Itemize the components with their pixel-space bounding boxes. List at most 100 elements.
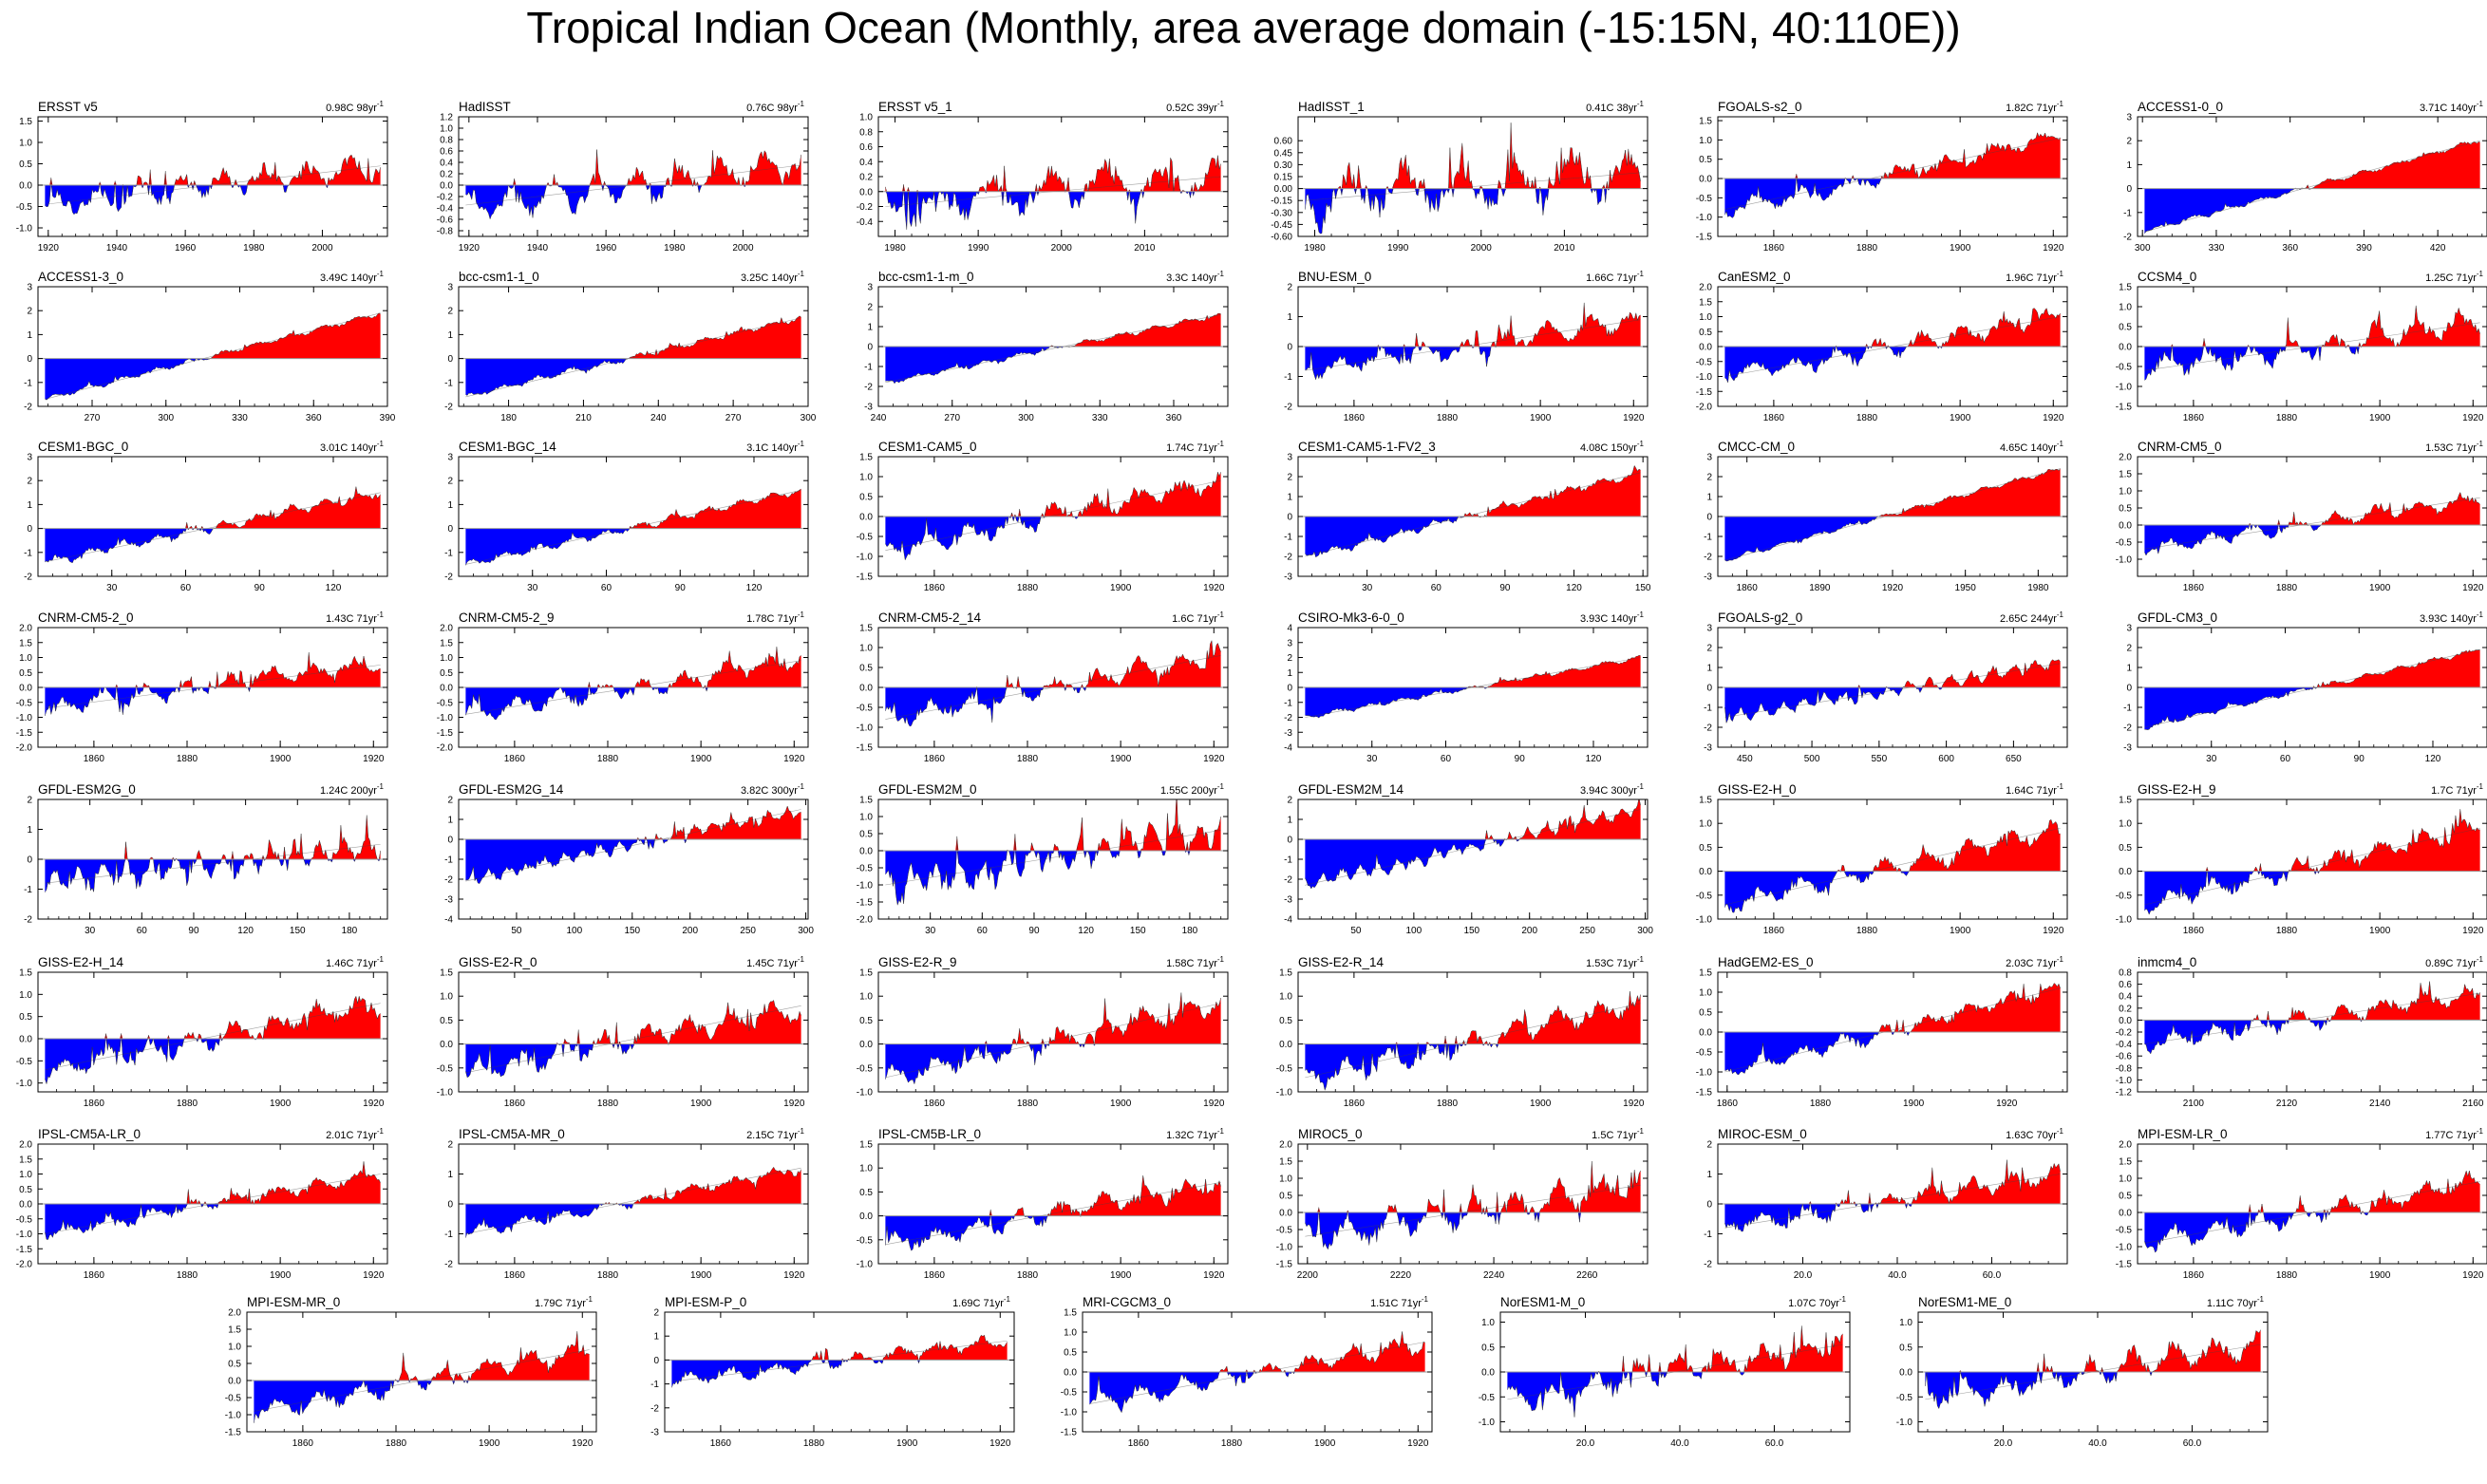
y-tick-label: -0.5 (1479, 1393, 1496, 1403)
x-tick-label: 1860 (292, 1438, 314, 1449)
y-tick-label: 1.0 (1279, 1174, 1292, 1185)
panel: CMCC-CM_0 4.65C 140yr-1 -3 -2 -1 0 1 2 3 1860 1890… (1704, 440, 2068, 593)
plot-frame (246, 1311, 597, 1433)
series-line (45, 154, 381, 216)
y-tick-label: 0.4 (440, 159, 453, 169)
y-tick-label: 2 (1287, 473, 1292, 483)
y-tick-label: -2 (1284, 713, 1292, 723)
panel-title: MRI-CGCM3_0 (1083, 1295, 1171, 1309)
y-tick-label: 0.0 (859, 1212, 873, 1222)
x-tick-label: 1900 (1110, 1099, 1132, 1109)
panel-title: GISS-E2-R_0 (459, 955, 537, 969)
series-line (1305, 655, 1641, 719)
y-tick-label: 1.0 (440, 124, 453, 135)
x-tick-label: 1900 (1110, 583, 1132, 593)
x-tick-label: 90 (675, 583, 687, 593)
negative-anomaly-area (45, 185, 381, 215)
panel-title: GFDL-CM3_0 (2138, 611, 2217, 625)
y-tick-label: 1.5 (1699, 796, 1712, 806)
y-tick-label: 2 (447, 1140, 453, 1151)
x-tick-label: 360 (2282, 243, 2298, 254)
trend-label: 1.51C 71yr-1 (1370, 1295, 1428, 1309)
panel-title: BNU-ESM_0 (1298, 270, 1371, 284)
x-tick-label: 90 (254, 583, 266, 593)
y-tick-label: -0.8 (2116, 1063, 2133, 1074)
negative-anomaly-area (2144, 871, 2480, 915)
series-line (1305, 464, 1641, 558)
y-tick-label: 1.0 (228, 1343, 241, 1353)
y-tick-label: -1.5 (225, 1428, 242, 1438)
plot-frame (1297, 1143, 1649, 1265)
series (45, 1161, 381, 1240)
x-tick-label: 1880 (803, 1438, 825, 1449)
x-tick-label: 300 (1637, 926, 1653, 936)
x-tick-label: 1900 (479, 1438, 500, 1449)
y-tick-label: -0.6 (2116, 1052, 2133, 1062)
trend-line (45, 492, 381, 563)
y-tick-label: 0.0 (1481, 1368, 1495, 1379)
trend-label: 2.01C 71yr-1 (326, 1127, 384, 1141)
y-tick-label: 2 (1706, 644, 1712, 654)
y-tick-label: 1.5 (19, 117, 32, 127)
y-tick-label: -1.0 (857, 881, 874, 892)
trend-label: 3.93C 140yr-1 (2420, 611, 2484, 625)
x-tick-label: 120 (326, 583, 342, 593)
x-tick-label: 1980 (884, 243, 906, 254)
x-tick-label: 1920 (1203, 1099, 1225, 1109)
series (1724, 983, 2061, 1076)
y-tick-label: -1.0 (2116, 555, 2133, 566)
y-tick-label: 0.6 (2119, 980, 2132, 990)
x-tick-label: 2010 (1554, 243, 1575, 254)
trend-line (465, 1005, 801, 1074)
y-tick-label: 2.0 (19, 624, 32, 634)
y-tick-label: 0.0 (2119, 1209, 2132, 1219)
y-tick-label: 3 (1706, 624, 1712, 634)
x-tick-label: 270 (85, 413, 101, 423)
negative-anomaly-area (1724, 871, 2061, 913)
y-tick-label: 0.00 (1274, 184, 1293, 195)
panel: MPI-ESM-LR_0 1.77C 71yr-1 -1.5 -1.0 -0.5 0.0 0… (2116, 1127, 2487, 1281)
y-tick-label: 0.5 (1279, 1192, 1292, 1202)
y-tick-label: -0.5 (1696, 194, 1713, 204)
y-tick-label: 1 (1287, 312, 1292, 323)
series-line (465, 647, 801, 721)
panel-title: IPSL-CM5B-LR_0 (878, 1127, 981, 1141)
x-tick-label: 30 (1366, 754, 1378, 764)
panel: GISS-E2-R_14 1.53C 71yr-1 -1.0 -0.5 0.0 0.5 1.… (1276, 955, 1649, 1109)
y-tick-label: -1.0 (1896, 1418, 1913, 1428)
panel-title: HadGEM2-ES_0 (1718, 955, 1814, 969)
y-tick-label: 0.0 (1279, 1209, 1292, 1219)
x-tick-label: 20.0 (1994, 1438, 2013, 1449)
y-tick-label: -1 (1284, 372, 1292, 383)
plot-frame (2137, 798, 2487, 920)
trend-label: 1.55C 200yr-1 (1160, 782, 1225, 797)
y-tick-label: -1 (444, 1230, 453, 1240)
y-tick-label: 1 (27, 330, 32, 341)
y-tick-label: -3 (1704, 573, 1712, 583)
negative-anomaly-area (45, 528, 381, 563)
y-tick-label: -2 (24, 403, 32, 413)
x-tick-label: 1860 (1737, 583, 1759, 593)
y-tick-label: 1.0 (1279, 992, 1292, 1003)
panel-title: CNRM-CM5-2_14 (878, 611, 982, 625)
y-tick-label: 1.0 (859, 644, 873, 654)
positive-anomaly-area (1724, 308, 2061, 347)
panel-title: ERSST v5 (38, 100, 98, 114)
positive-anomaly-area (885, 640, 1221, 687)
x-tick-label: 1900 (1950, 243, 1971, 254)
x-tick-label: 2120 (2276, 1099, 2298, 1109)
panel: CESM1-BGC_0 3.01C 140yr-1 -2 -1 0 1 2 3 30 60 90 12… (24, 440, 388, 593)
series (465, 805, 801, 885)
y-tick-label: -0.5 (16, 1214, 33, 1225)
trend-label: 1.25C 71yr-1 (2425, 270, 2483, 284)
panel: MPI-ESM-MR_0 1.79C 71yr-1 -1.5 -1.0 -0.5 0.0 0… (225, 1295, 597, 1449)
y-tick-label: -1.0 (1276, 1243, 1293, 1253)
trend-line (1305, 1003, 1641, 1079)
y-tick-label: 1 (1287, 668, 1292, 679)
trend-line (2144, 827, 2480, 906)
x-tick-label: 1920 (1203, 583, 1225, 593)
series-line (671, 1334, 1008, 1388)
panel-title: CESM1-BGC_14 (459, 440, 556, 454)
y-tick-label: -1.0 (857, 723, 874, 734)
y-tick-label: 0.5 (2119, 1192, 2132, 1202)
